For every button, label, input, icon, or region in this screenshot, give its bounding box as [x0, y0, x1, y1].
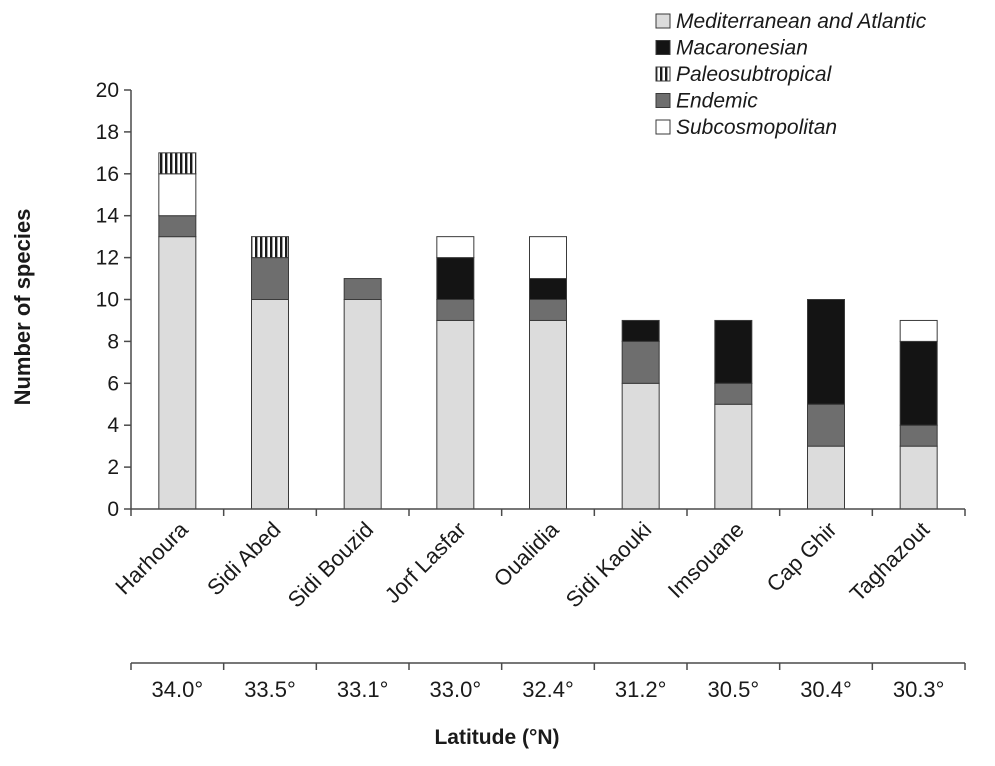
- x-tick-label-taghazout: Taghazout: [845, 517, 934, 606]
- x-tick-label-imsouane: Imsouane: [663, 517, 749, 603]
- latitude-label: 30.3°: [893, 677, 945, 702]
- latitude-label: 33.1°: [337, 677, 389, 702]
- bar-segment-jorf-lasfar-macaronesian: [436, 257, 475, 301]
- y-tick-label: 6: [107, 372, 119, 395]
- bar-segment-sidi-kaouki-mediterranean-and-atlantic: [621, 382, 660, 510]
- x-tick-label-sidi-kaouki: Sidi Kaouki: [561, 517, 657, 613]
- y-tick-label: 2: [107, 456, 119, 479]
- bar-segment-cap-ghir-mediterranean-and-atlantic: [807, 445, 845, 510]
- bar-segment-oualidia-mediterranean-and-atlantic: [529, 319, 567, 510]
- bar-segment-oualidia-endemic: [529, 299, 567, 321]
- latitude-label: 34.0°: [152, 677, 204, 702]
- latitude-label: 33.0°: [430, 677, 482, 702]
- bar-segment-oualidia-subcosmopolitan: [529, 236, 567, 280]
- bar-segment-taghazout-subcosmopolitan: [899, 319, 938, 342]
- bar-segment-taghazout-mediterranean-and-atlantic: [899, 445, 938, 510]
- bar-segment-harhoura-paleosubtropical: [158, 152, 197, 175]
- bar-segment-jorf-lasfar-endemic: [436, 299, 475, 321]
- bar-segment-taghazout-endemic: [899, 424, 938, 447]
- bar-segment-jorf-lasfar-subcosmopolitan: [436, 236, 475, 259]
- x-axis-title: Latitude (°N): [434, 726, 559, 749]
- bar-segment-taghazout-macaronesian: [899, 340, 938, 426]
- bar-segment-harhoura-mediterranean-and-atlantic: [158, 236, 197, 510]
- legend-label-paleosubtropical: Paleosubtropical: [676, 63, 833, 86]
- latitude-label: 30.4°: [800, 677, 852, 702]
- bar-segment-imsouane-mediterranean-and-atlantic: [714, 403, 753, 510]
- y-tick-label: 10: [96, 289, 119, 312]
- bar-segment-oualidia-macaronesian: [529, 278, 567, 300]
- legend-swatch-paleosubtropical: [655, 66, 671, 82]
- legend-swatch-mediterranean-and-atlantic: [655, 13, 671, 29]
- legend-item-paleosubtropical: Paleosubtropical: [655, 63, 833, 86]
- x-tick-label-jorf-lasfar: Jorf Lasfar: [380, 517, 471, 608]
- y-tick-label: 20: [96, 79, 119, 102]
- x-tick-label-sidi-abed: Sidi Abed: [202, 517, 285, 600]
- bar-segment-cap-ghir-macaronesian: [807, 299, 845, 405]
- bar-segment-harhoura-subcosmopolitan: [158, 173, 197, 217]
- y-tick-label: 16: [96, 163, 119, 186]
- bar-segment-imsouane-endemic: [714, 382, 753, 405]
- y-tick-label: 4: [107, 414, 119, 437]
- x-tick-label-oualidia: Oualidia: [489, 516, 564, 591]
- y-tick-label: 14: [96, 205, 120, 228]
- bar-segment-sidi-bouzid-endemic: [343, 278, 382, 300]
- legend-label-endemic: Endemic: [676, 90, 758, 113]
- bar-segment-jorf-lasfar-mediterranean-and-atlantic: [436, 319, 475, 510]
- y-tick-label: 0: [107, 498, 119, 521]
- latitude-label: 32.4°: [522, 677, 574, 702]
- legend-item-subcosmopolitan: Subcosmopolitan: [655, 116, 837, 139]
- bar-segment-cap-ghir-endemic: [807, 403, 845, 447]
- legend-label-macaronesian: Macaronesian: [676, 37, 808, 60]
- latitude-row: 34.0° 33.5° 33.1° 33.0° 32.4° 31.2° 30.5° 30.4°…: [130, 662, 966, 702]
- bars: [158, 152, 938, 510]
- y-tick-label: 8: [107, 330, 119, 353]
- y-tick-label: 18: [96, 121, 119, 144]
- bar-segment-sidi-abed-endemic: [251, 257, 289, 301]
- legend-swatch-subcosmopolitan: [655, 119, 671, 135]
- y-axis: 0 2 4 6 8 10 12 14 16 18 20: [96, 79, 132, 521]
- bar-segment-imsouane-macaronesian: [714, 319, 753, 384]
- y-tick-label: 12: [96, 247, 119, 270]
- legend-item-endemic: Endemic: [655, 90, 758, 113]
- bar-segment-sidi-abed-mediterranean-and-atlantic: [251, 299, 289, 510]
- bar-segment-sidi-kaouki-macaronesian: [621, 319, 660, 342]
- legend-item-mediterranean-and-atlantic: Mediterranean and Atlantic: [655, 10, 927, 33]
- latitude-label: 33.5°: [244, 677, 296, 702]
- legend-swatch-endemic: [655, 93, 671, 108]
- latitude-label: 30.5°: [708, 677, 760, 702]
- x-tick-label-sidi-bouzid: Sidi Bouzid: [283, 517, 379, 613]
- y-axis-title: Number of species: [10, 209, 35, 406]
- legend-item-macaronesian: Macaronesian: [655, 37, 808, 60]
- legend-label-subcosmopolitan: Subcosmopolitan: [676, 116, 837, 139]
- bar-segment-sidi-bouzid-mediterranean-and-atlantic: [343, 299, 382, 510]
- bar-segment-harhoura-endemic: [158, 215, 197, 238]
- x-tick-label-harhoura: Harhoura: [110, 516, 193, 599]
- x-tick-label-cap-ghir: Cap Ghir: [762, 517, 842, 597]
- bar-segment-sidi-abed-paleosubtropical: [251, 236, 289, 259]
- legend-swatch-macaronesian: [655, 40, 671, 55]
- bar-segment-sidi-kaouki-endemic: [621, 340, 660, 384]
- legend-label-mediterranean-and-atlantic: Mediterranean and Atlantic: [676, 10, 927, 33]
- latitude-label: 31.2°: [615, 677, 667, 702]
- legend: Mediterranean and Atlantic Macaronesian Pa…: [655, 10, 927, 139]
